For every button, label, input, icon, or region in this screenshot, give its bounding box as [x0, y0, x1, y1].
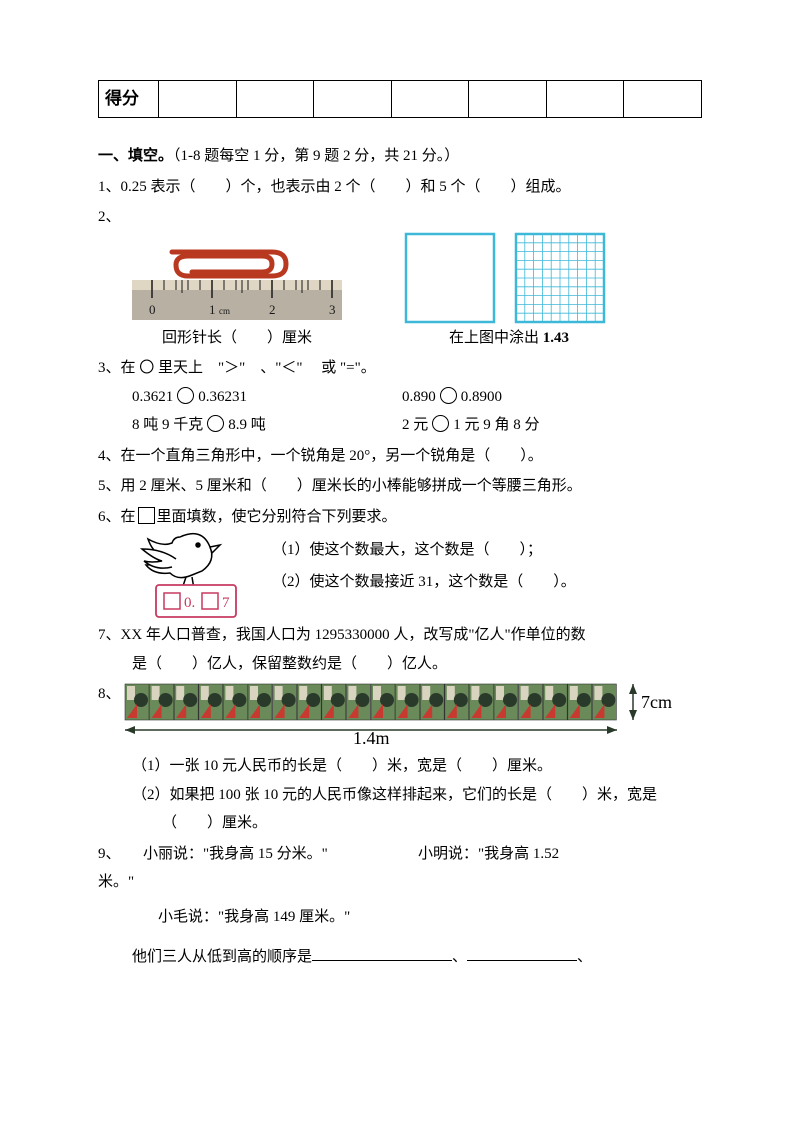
ruler-unit: cm [219, 306, 230, 316]
q1-num: 1、 [98, 179, 121, 195]
question-8: 8、 1.4m 7cm [98, 680, 702, 746]
q6-lead2: 里面填数，使它分别符合下列要求。 [157, 509, 397, 525]
q9-final: 他们三人从低到高的顺序是、、 [132, 943, 702, 972]
q7-num: 7、 [98, 627, 121, 643]
svg-text:1.4m: 1.4m [353, 728, 390, 746]
ruler-figure: 0 1 cm 2 3 回形针长（ ）厘米 [132, 234, 342, 353]
q1-text: 0.25 表示（ ）个，也表示由 2 个（ ）和 5 个（ ）组成。 [121, 179, 571, 195]
score-cell [546, 81, 624, 118]
section-1-note: （1-8 题每空 1 分，第 9 题 2 分，共 21 分。） [173, 148, 459, 164]
q4-text: 在一个直角三角形中，一个锐角是 20°，另一个锐角是（ ）。 [121, 448, 543, 464]
question-4: 4、在一个直角三角形中，一个锐角是 20°，另一个锐角是（ ）。 [98, 442, 702, 471]
q9-b: 小明说："我身高 1.52 [418, 840, 559, 869]
ruler-tick-0: 0 [149, 302, 156, 317]
banknotes-svg: 1.4m 7cm [117, 680, 697, 746]
question-1: 1、0.25 表示（ ）个，也表示由 2 个（ ）和 5 个（ ）组成。 [98, 173, 702, 202]
q4-num: 4、 [98, 448, 121, 464]
score-table: 得分 [98, 80, 702, 118]
score-cell [236, 81, 314, 118]
circle-blank [432, 415, 449, 432]
ruler-caption: 回形针长（ ）厘米 [132, 324, 342, 353]
q7-text-b: 是（ ）亿人，保留整数约是（ ）亿人。 [132, 650, 702, 679]
ruler-tick-2: 2 [269, 302, 276, 317]
section-1-heading: 一、填空。（1-8 题每空 1 分，第 9 题 2 分，共 21 分。） [98, 142, 702, 171]
score-cell [314, 81, 392, 118]
grid-caption: 在上图中涂出 1.43 [404, 324, 614, 353]
score-cell [469, 81, 547, 118]
circle-blank [207, 415, 224, 432]
blank-line [312, 945, 452, 962]
circle-blank [177, 387, 194, 404]
q8-sub2b: （ ）厘米。 [162, 809, 702, 838]
question-9: 9、 小丽说："我身高 15 分米。" 小明说："我身高 1.52 米。" 小毛… [98, 840, 702, 972]
circle-blank [440, 387, 457, 404]
q9-a: 小丽说："我身高 15 分米。" [143, 846, 328, 862]
svg-text:7cm: 7cm [641, 692, 672, 712]
question-5: 5、用 2 厘米、5 厘米和（ ）厘米长的小棒能够拼成一个等腰三角形。 [98, 472, 702, 501]
q3-row1: 0.36210.36231 0.8900.8900 [132, 383, 702, 412]
q3-lead: 在 〇 里天上 "＞" 、"＜" 或 "="。 [121, 360, 376, 376]
ruler-tick-1: 1 [209, 302, 216, 317]
q8-sub2a: （2）如果把 100 张 10 元的人民币像这样排起来，它们的长是（ ）米，宽是 [132, 781, 702, 810]
q6-lead: 在 [121, 509, 136, 525]
question-7: 7、XX 年人口普查，我国人口为 1295330000 人，改写成"亿人"作单位… [98, 621, 702, 678]
q9-num: 9、 [98, 846, 113, 862]
q3-row2: 8 吨 9 千克8.9 吨 2 元1 元 9 角 8 分 [132, 411, 702, 440]
big-square [404, 232, 496, 324]
ruler-tick-3: 3 [329, 302, 336, 317]
grid-figure: 在上图中涂出 1.43 [404, 232, 614, 353]
ruler-svg: 0 1 cm 2 3 [132, 234, 342, 320]
box-blank [138, 507, 155, 524]
q6-line1: （1）使这个数最大，这个数是（ ）； [272, 535, 576, 567]
blank-line [467, 945, 577, 962]
q5-text: 用 2 厘米、5 厘米和（ ）厘米长的小棒能够拼成一个等腰三角形。 [121, 478, 582, 494]
score-cell [391, 81, 469, 118]
svg-text:7: 7 [222, 595, 230, 611]
bird-card-svg: 0. 7 [132, 531, 252, 619]
q6-line2: （2）使这个数最接近 31，这个数是（ ）。 [272, 567, 576, 599]
score-cell [159, 81, 237, 118]
q8-sub1: （1）一张 10 元人民币的长是（ ）米，宽是（ ）厘米。 [132, 752, 702, 781]
q6-num: 6、 [98, 509, 121, 525]
grid-square [514, 232, 606, 324]
q9-b2: 米。" [98, 868, 702, 897]
score-label: 得分 [99, 81, 159, 118]
q2-num: 2、 [98, 203, 121, 232]
q5-num: 5、 [98, 478, 121, 494]
question-6: 6、在 里面填数，使它分别符合下列要求。 0. 7 [98, 503, 702, 620]
svg-text:0.: 0. [184, 595, 195, 611]
question-2: 2、 [98, 203, 702, 352]
q9-c: 小毛说："我身高 149 厘米。" [158, 903, 702, 932]
question-3: 3、在 〇 里天上 "＞" 、"＜" 或 "="。 0.36210.36231 … [98, 354, 702, 440]
q7-text-a: XX 年人口普查，我国人口为 1295330000 人，改写成"亿人"作单位的数 [121, 627, 586, 643]
q6-options: （1）使这个数最大，这个数是（ ）； （2）使这个数最接近 31，这个数是（ ）… [272, 531, 576, 598]
score-cell [624, 81, 702, 118]
section-1-title: 一、填空。 [98, 148, 173, 164]
q3-num: 3、 [98, 360, 121, 376]
